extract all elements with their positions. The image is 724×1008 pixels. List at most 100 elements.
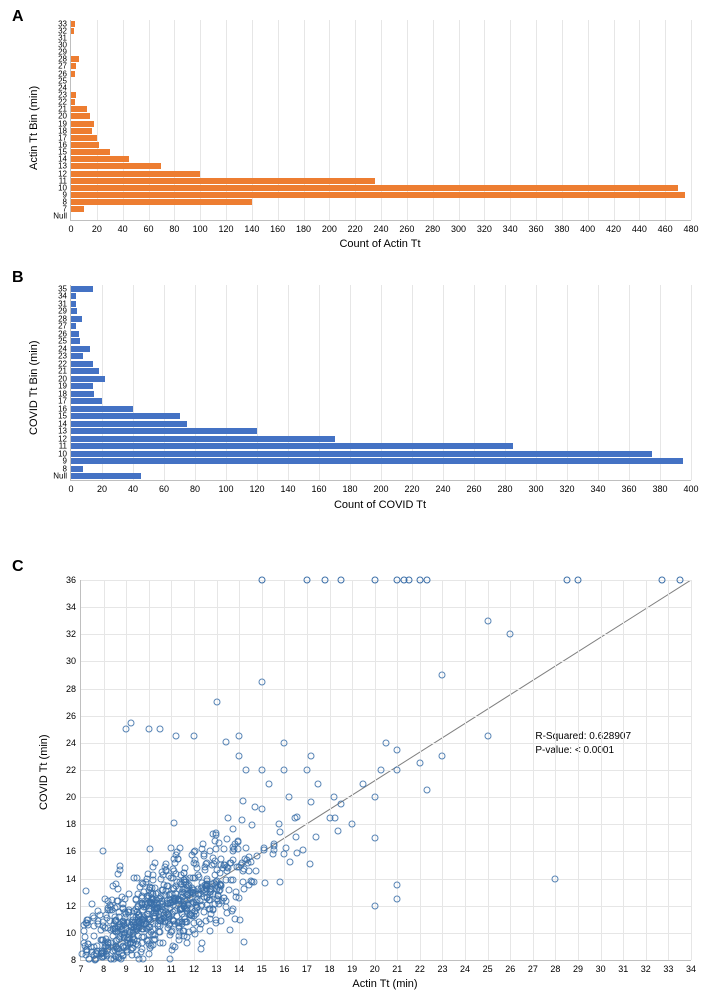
ytick-label: 16 (66, 846, 81, 856)
scatter-point (394, 767, 401, 774)
scatter-point (394, 746, 401, 753)
xtick-label: 200 (322, 220, 337, 234)
bar (71, 338, 80, 344)
scatter-point (190, 860, 197, 867)
xtick-label: 200 (373, 480, 388, 494)
xtick-label: 160 (311, 480, 326, 494)
bar (71, 149, 110, 155)
scatter-point (658, 577, 665, 584)
bar (71, 113, 90, 119)
xtick-label: 19 (347, 960, 357, 974)
scatter-point (104, 953, 111, 960)
scatter-point (300, 847, 307, 854)
panel-c-ytitle: COVID Tt (min) (38, 734, 50, 810)
scatter-point (337, 800, 344, 807)
scatter-point (308, 798, 315, 805)
scatter-point (167, 956, 174, 963)
xtick-label: 20 (370, 960, 380, 974)
scatter-point (145, 941, 152, 948)
xtick-label: 120 (218, 220, 233, 234)
scatter-point (242, 845, 249, 852)
xtick-label: 220 (348, 220, 363, 234)
scatter-point (206, 928, 213, 935)
scatter-point (239, 798, 246, 805)
scatter-point (676, 577, 683, 584)
xtick-label: 280 (425, 220, 440, 234)
scatter-point (205, 896, 212, 903)
scatter-point (105, 938, 112, 945)
xtick-label: 26 (505, 960, 515, 974)
scatter-point (281, 767, 288, 774)
scatter-point (394, 882, 401, 889)
xtick-label: 240 (435, 480, 450, 494)
bar (71, 206, 84, 212)
xtick-label: 100 (218, 480, 233, 494)
scatter-point (223, 739, 230, 746)
xtick-label: 13 (212, 960, 222, 974)
scatter-point (371, 794, 378, 801)
ytick-label: 18 (66, 819, 81, 829)
panel-c-xtitle: Actin Tt (min) (352, 978, 417, 990)
scatter-point (82, 888, 89, 895)
xtick-label: 320 (559, 480, 574, 494)
scatter-point (416, 760, 423, 767)
scatter-point (240, 886, 247, 893)
scatter-point (261, 879, 268, 886)
bar (71, 331, 79, 337)
scatter-point (224, 909, 231, 916)
scatter-point (124, 937, 131, 944)
scatter-point (165, 924, 172, 931)
scatter-point (107, 904, 114, 911)
ytick-label: 12 (66, 901, 81, 911)
bar (71, 451, 652, 457)
scatter-point (292, 833, 299, 840)
scatter-point (100, 847, 107, 854)
scatter-point (207, 888, 214, 895)
scatter-point (349, 821, 356, 828)
scatter-point (322, 577, 329, 584)
scatter-point (220, 864, 227, 871)
scatter-point (312, 833, 319, 840)
bar (71, 383, 93, 389)
scatter-point (139, 881, 146, 888)
bar (71, 421, 187, 427)
scatter-point (134, 874, 141, 881)
scatter-point (176, 933, 183, 940)
bar (71, 428, 257, 434)
scatter-point (145, 726, 152, 733)
scatter-point (116, 920, 123, 927)
ytick-label: 20 (66, 792, 81, 802)
scatter-point (195, 873, 202, 880)
scatter-point (174, 898, 181, 905)
scatter-point (275, 821, 282, 828)
scatter-point (303, 767, 310, 774)
bar (71, 293, 76, 299)
scatter-point (147, 899, 154, 906)
scatter-point (291, 814, 298, 821)
scatter-point (281, 739, 288, 746)
scatter-point (207, 848, 214, 855)
xtick-label: 300 (528, 480, 543, 494)
scatter-point (157, 726, 164, 733)
scatter-point (226, 926, 233, 933)
scatter-point (224, 815, 231, 822)
bar (71, 391, 94, 397)
scatter-point (125, 909, 132, 916)
bar (71, 466, 83, 472)
scatter-point (307, 860, 314, 867)
scatter-point (552, 875, 559, 882)
xtick-label: 480 (683, 220, 698, 234)
scatter-point (99, 919, 106, 926)
xtick-label: 0 (68, 220, 73, 234)
xtick-label: 32 (641, 960, 651, 974)
scatter-point (423, 787, 430, 794)
xtick-label: 160 (270, 220, 285, 234)
panel-c: C COVID Tt (min) R-Squared: 0.628907 P-v… (0, 550, 724, 1008)
panel-c-label: C (12, 558, 24, 576)
scatter-point (174, 855, 181, 862)
xtick-label: 240 (373, 220, 388, 234)
bar (71, 443, 513, 449)
bar (71, 156, 129, 162)
scatter-point (337, 577, 344, 584)
xtick-label: 400 (683, 480, 698, 494)
